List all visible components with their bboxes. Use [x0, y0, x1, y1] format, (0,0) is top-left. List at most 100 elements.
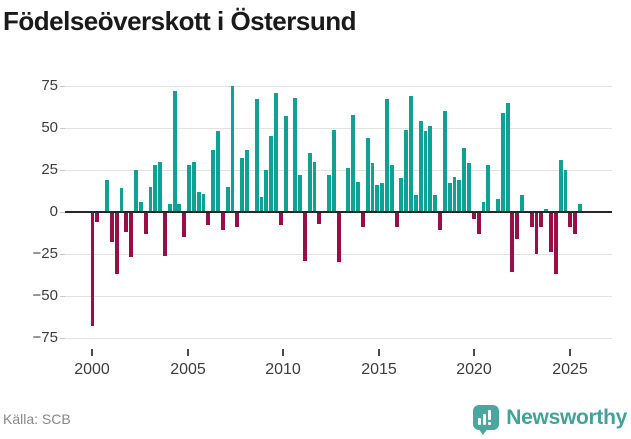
logo-wordmark: Newsworthy	[506, 405, 627, 429]
bar	[375, 185, 380, 212]
logo-bar-short	[478, 418, 482, 425]
bar	[476, 212, 481, 234]
y-axis-tick	[60, 170, 65, 171]
bar	[360, 212, 365, 228]
bar	[389, 164, 394, 212]
bar	[177, 203, 182, 212]
chart-title: Födelseöverskott i Östersund	[3, 6, 356, 36]
bar	[182, 212, 187, 238]
y-axis-label: 75	[41, 77, 58, 94]
bar	[438, 212, 442, 231]
bar	[273, 92, 278, 212]
bar	[201, 193, 206, 212]
bar	[143, 212, 148, 234]
x-axis-label: 2020	[456, 361, 492, 378]
bar	[433, 195, 438, 212]
y-axis-tick	[60, 296, 65, 297]
logo-bar-tall	[483, 414, 487, 425]
bar	[105, 180, 109, 212]
bar	[172, 91, 177, 212]
x-axis-tick	[473, 349, 475, 356]
bar	[351, 114, 356, 212]
y-axis-label: 50	[41, 119, 58, 136]
x-axis-label: 2005	[170, 361, 206, 378]
bar	[500, 112, 505, 212]
bar	[331, 129, 336, 212]
bar	[573, 212, 578, 234]
bar	[158, 161, 163, 212]
gridline	[65, 170, 612, 171]
bar	[457, 180, 462, 212]
y-axis-label: −75	[32, 329, 58, 346]
bar	[259, 196, 264, 212]
bar	[563, 170, 568, 212]
bar	[235, 212, 240, 228]
bar	[95, 212, 100, 223]
x-axis-label: 2000	[74, 361, 110, 378]
newsworthy-logo: Newsworthy	[473, 405, 627, 435]
bar	[109, 212, 114, 243]
bar	[578, 203, 582, 212]
bar	[293, 97, 298, 212]
x-axis-tick	[91, 349, 93, 356]
bar	[230, 86, 235, 212]
y-axis-label: −50	[32, 287, 58, 304]
bar	[114, 212, 119, 275]
bar	[138, 201, 143, 212]
bar	[220, 212, 225, 231]
bar	[365, 138, 370, 212]
bar	[394, 212, 399, 228]
logo-exclamation	[488, 410, 492, 425]
bar	[90, 212, 95, 327]
bar	[254, 99, 259, 212]
bar	[558, 159, 563, 212]
bar	[206, 212, 211, 226]
bar	[481, 201, 486, 212]
y-axis-tick	[60, 86, 65, 87]
x-axis-label: 2015	[361, 361, 397, 378]
bar	[471, 212, 476, 219]
x-axis-tick	[378, 349, 380, 356]
zero-axis-line	[65, 211, 612, 213]
bar	[298, 175, 302, 212]
bar	[452, 176, 457, 212]
bar	[162, 212, 167, 256]
bar	[240, 158, 245, 212]
gridline	[65, 296, 612, 297]
y-axis-tick	[60, 254, 65, 255]
gridline	[65, 128, 612, 129]
bar	[119, 188, 124, 212]
bar	[404, 129, 409, 212]
bar	[467, 163, 471, 212]
bar	[442, 111, 447, 212]
bar	[124, 212, 129, 233]
bar	[283, 116, 288, 212]
bar	[380, 183, 385, 212]
bar	[307, 153, 312, 212]
bar	[148, 186, 153, 212]
bar	[418, 121, 423, 212]
bar	[428, 126, 433, 212]
x-axis-tick	[569, 349, 571, 356]
bar	[529, 212, 534, 228]
y-axis-tick	[60, 212, 65, 213]
bar	[370, 163, 375, 212]
bar	[462, 148, 467, 212]
bar	[317, 212, 322, 224]
bar	[264, 170, 269, 212]
bar	[336, 212, 341, 263]
bar	[134, 170, 138, 212]
bar	[539, 212, 544, 228]
bar	[568, 212, 573, 228]
bar	[553, 212, 558, 275]
bar	[515, 212, 520, 239]
bar	[225, 186, 230, 212]
bar	[312, 161, 317, 212]
bar	[356, 181, 360, 212]
gridline	[65, 338, 612, 339]
bar	[269, 136, 274, 212]
bar	[399, 178, 404, 212]
bar	[167, 203, 172, 212]
bar	[423, 131, 428, 212]
